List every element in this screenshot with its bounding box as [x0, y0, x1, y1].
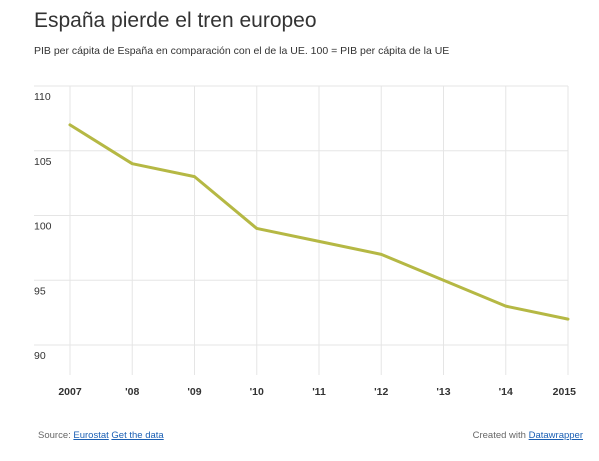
- data-point: [504, 304, 507, 308]
- data-point: [566, 317, 570, 321]
- datawrapper-link[interactable]: Datawrapper: [528, 430, 583, 441]
- get-the-data-link[interactable]: Get the data: [111, 430, 164, 441]
- x-tick-label: '13: [436, 386, 450, 398]
- x-tick-label: '12: [374, 386, 388, 398]
- source-label: Source:: [38, 430, 71, 441]
- eurostat-link[interactable]: Eurostat: [73, 430, 109, 441]
- data-point: [131, 162, 134, 165]
- data-point: [193, 175, 196, 178]
- grid-lines: [34, 85, 569, 375]
- y-tick-label: 95: [34, 285, 46, 297]
- chart-subtitle: PIB per cápita de España en comparación …: [34, 45, 450, 57]
- series-group: [68, 123, 570, 321]
- data-point: [255, 227, 258, 230]
- chart-title: España pierde el tren europeo: [34, 9, 317, 32]
- x-tick-label: 2015: [553, 386, 577, 398]
- x-axis-ticks: 2007 '08 '09 '10 '11 '12 '13 '14 2015: [58, 386, 576, 398]
- source-footer: Source: Eurostat Get the data: [38, 430, 164, 441]
- x-tick-label: '10: [250, 386, 264, 398]
- y-tick-label: 90: [34, 350, 46, 362]
- x-tick-label: '11: [312, 386, 326, 398]
- x-tick-label: '08: [125, 386, 139, 398]
- x-tick-label: '09: [187, 386, 201, 398]
- x-tick-label: '14: [499, 386, 513, 398]
- credit-footer: Created with Datawrapper: [473, 430, 583, 441]
- data-point: [68, 123, 72, 127]
- y-tick-label: 100: [34, 221, 52, 233]
- data-point: [380, 253, 383, 256]
- y-tick-label: 110: [34, 91, 51, 103]
- y-tick-label: 105: [34, 156, 52, 168]
- y-axis-ticks: 110 105 100 95 90: [34, 91, 52, 362]
- data-point: [317, 240, 321, 243]
- data-point: [442, 279, 445, 282]
- x-tick-label: 2007: [58, 386, 82, 398]
- created-with-label: Created with: [472, 430, 526, 441]
